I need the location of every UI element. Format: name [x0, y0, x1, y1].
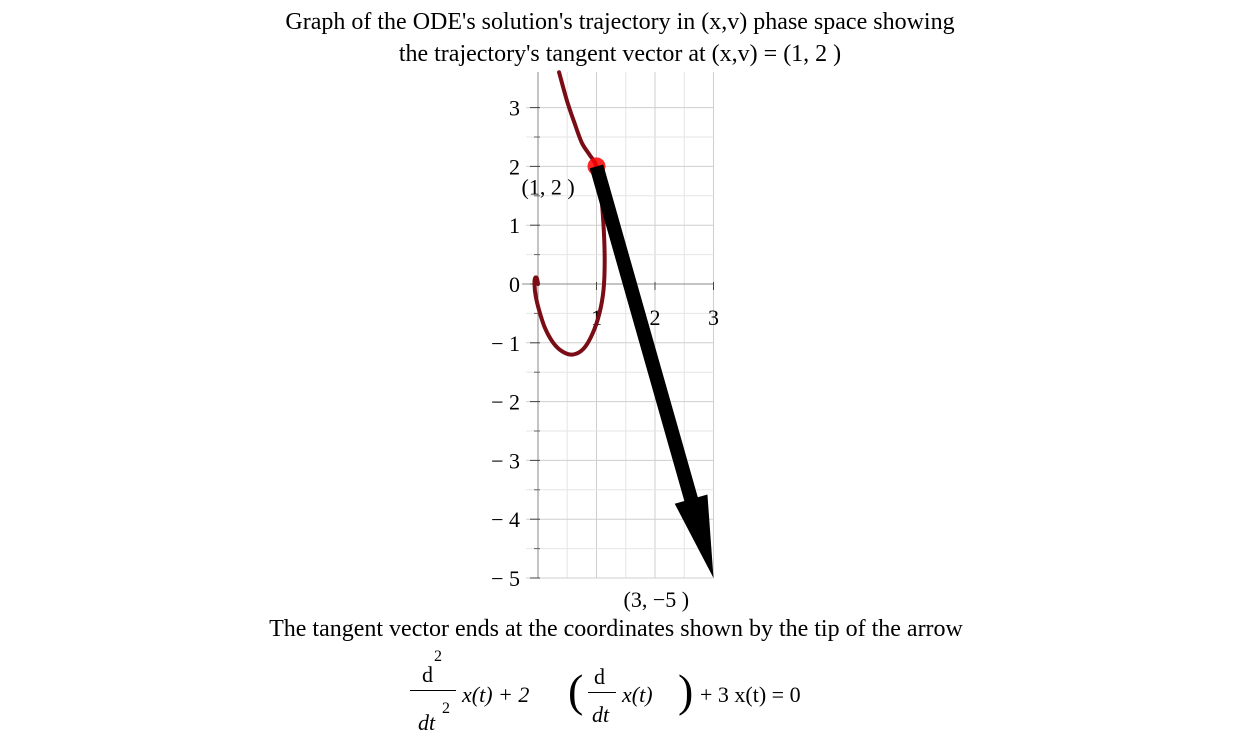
- eq-frac-line-2: [588, 692, 616, 693]
- eq-term-2: x(t): [622, 682, 653, 707]
- chart-title-line-2: the trajectory's tangent vector at (x,v)…: [398, 41, 842, 67]
- y-tick-label: − 2: [491, 390, 520, 415]
- eq-dt-denominator: dt: [418, 710, 436, 735]
- x-tick-label: 2: [650, 305, 661, 330]
- y-tick-label: − 5: [491, 566, 520, 591]
- y-tick-label: − 3: [491, 448, 520, 473]
- x-tick-label: 3: [708, 305, 719, 330]
- point-label: (1, 2 ): [522, 174, 575, 199]
- caption: The tangent vector ends at the coordinat…: [269, 616, 963, 642]
- y-tick-label: 3: [509, 96, 520, 121]
- eq-d-numerator-2: d: [594, 664, 605, 689]
- y-tick-label: 1: [509, 213, 520, 238]
- y-tick-label: − 1: [491, 331, 520, 356]
- eq-term-3: + 3 x(t) = 0: [700, 682, 801, 707]
- axes: [522, 71, 714, 578]
- eq-d-numerator: d: [422, 662, 433, 687]
- y-tick-label: 0: [509, 272, 520, 297]
- vector: [589, 164, 714, 578]
- eq-denominator-exponent: 2: [442, 700, 450, 717]
- ode-equation: d 2 dt 2 x(t) + 2 ( d dt x(t) ) + 3 x(t)…: [408, 648, 848, 744]
- eq-left-paren: (: [568, 665, 584, 716]
- eq-numerator-exponent: 2: [434, 648, 442, 665]
- eq-frac-line-1: [410, 690, 456, 691]
- eq-right-paren: ): [678, 665, 694, 716]
- trajectory-curve: [532, 70, 607, 357]
- y-tick-label: 2: [509, 154, 520, 179]
- vector-tip-label: (3, −5 ): [624, 587, 690, 612]
- y-tick-label: − 4: [491, 507, 520, 532]
- tangent-vector-arrow: [589, 164, 714, 578]
- eq-term-1: x(t) + 2: [462, 682, 530, 707]
- chart-title-line-1: Graph of the ODE's solution's trajectory…: [285, 9, 955, 35]
- labels: (1, 2 ) (3, −5 ): [522, 174, 690, 612]
- eq-dt-denominator-2: dt: [592, 702, 610, 727]
